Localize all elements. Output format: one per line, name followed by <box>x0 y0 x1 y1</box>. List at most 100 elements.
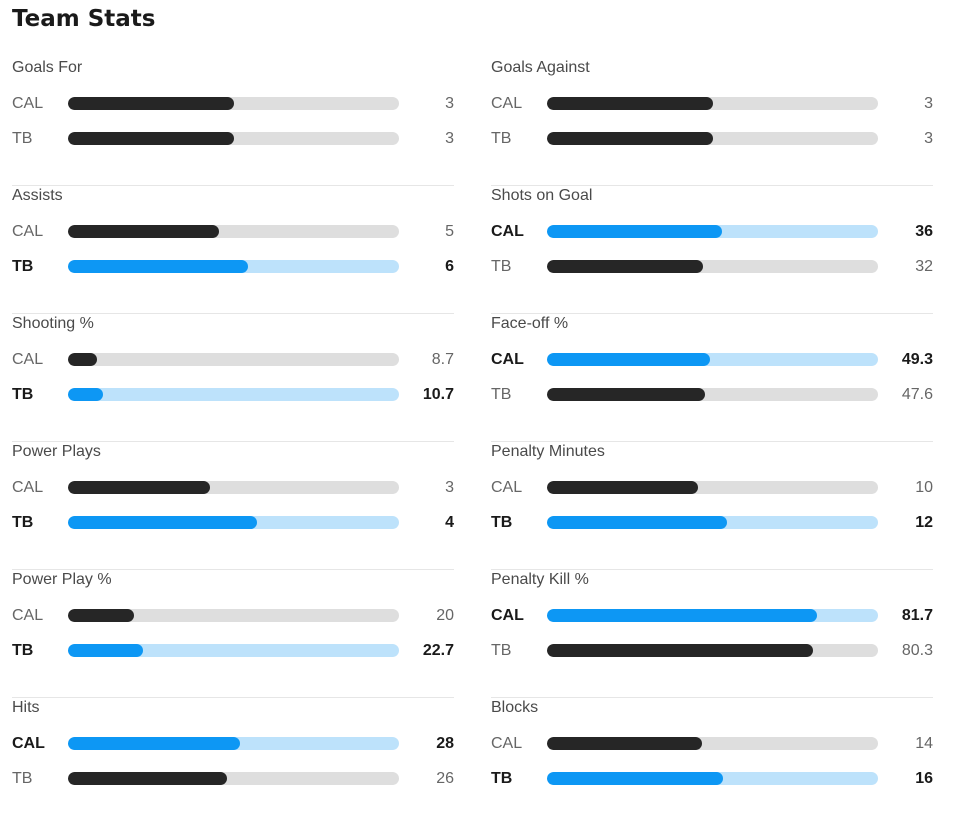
stat-bar-fill <box>547 737 702 750</box>
stat-bar-fill <box>547 772 724 785</box>
team-abbr: TB <box>491 770 513 787</box>
stat-blocks: Blocks CAL 14 TB 16 <box>491 698 933 826</box>
stat-row-cal: CAL 3 <box>491 94 933 114</box>
stat-goals-for: Goals For CAL 3 TB 3 <box>12 58 454 186</box>
stat-bar-track <box>547 516 878 529</box>
team-abbr: CAL <box>491 95 523 112</box>
team-abbr: CAL <box>12 607 44 624</box>
stat-penalty-kill-pct: Penalty Kill % CAL 81.7 TB 80.3 <box>491 570 933 698</box>
stat-bar-fill <box>68 132 234 145</box>
team-abbr: CAL <box>491 223 524 240</box>
stat-row-cal: CAL 49.3 <box>491 350 933 370</box>
stat-value: 8.7 <box>431 351 454 368</box>
stat-bar-fill <box>68 388 104 401</box>
stat-bar-fill <box>68 644 144 657</box>
stat-bar-track <box>68 737 399 750</box>
stat-bar-track <box>547 353 878 366</box>
stat-bar-track <box>547 772 878 785</box>
stat-value: 28 <box>436 735 454 752</box>
stat-row-cal: CAL 3 <box>12 478 454 498</box>
stat-bar-track <box>68 260 399 273</box>
team-abbr: TB <box>491 514 513 531</box>
stat-bar-fill <box>68 225 219 238</box>
stat-label: Shooting % <box>12 315 94 332</box>
stat-goals-against: Goals Against CAL 3 TB 3 <box>491 58 933 186</box>
stat-bar-track <box>547 609 878 622</box>
stat-label: Shots on Goal <box>491 187 593 204</box>
stat-value: 20 <box>436 607 454 624</box>
stat-value: 4 <box>445 514 454 531</box>
stat-bar-track <box>547 388 878 401</box>
stat-row-cal: CAL 28 <box>12 734 454 754</box>
stat-row-cal: CAL 14 <box>491 734 933 754</box>
team-abbr: CAL <box>491 607 524 624</box>
team-abbr: CAL <box>12 351 44 368</box>
stat-row-tb: TB 26 <box>12 769 454 789</box>
stat-bar-track <box>68 609 399 622</box>
team-abbr: TB <box>12 386 34 403</box>
stat-bar-fill <box>547 388 705 401</box>
stat-value: 3 <box>924 95 933 112</box>
stat-row-cal: CAL 10 <box>491 478 933 498</box>
stat-value: 26 <box>436 770 454 787</box>
stat-bar-fill <box>547 353 711 366</box>
stat-row-cal: CAL 20 <box>12 606 454 626</box>
stat-row-tb: TB 80.3 <box>491 641 933 661</box>
stat-label: Penalty Minutes <box>491 443 605 460</box>
stat-power-play-pct: Power Play % CAL 20 TB 22.7 <box>12 570 454 698</box>
stat-value: 49.3 <box>901 351 933 368</box>
stat-bar-track <box>68 516 399 529</box>
stat-label: Penalty Kill % <box>491 571 589 588</box>
team-abbr: CAL <box>491 479 523 496</box>
stat-bar-track <box>547 225 878 238</box>
stat-row-tb: TB 47.6 <box>491 385 933 405</box>
page-title: Team Stats <box>12 6 156 32</box>
stat-row-cal: CAL 8.7 <box>12 350 454 370</box>
stat-penalty-minutes: Penalty Minutes CAL 10 TB 12 <box>491 442 933 570</box>
team-abbr: CAL <box>12 479 44 496</box>
stat-value: 81.7 <box>901 607 933 624</box>
stat-bar-fill <box>547 516 728 529</box>
stat-bar-track <box>547 132 878 145</box>
team-abbr: CAL <box>491 351 524 368</box>
team-abbr: CAL <box>12 735 45 752</box>
stat-bar-track <box>68 132 399 145</box>
stat-value: 36 <box>915 223 933 240</box>
team-abbr: TB <box>491 642 512 659</box>
stat-bar-track <box>68 772 399 785</box>
team-abbr: TB <box>491 258 512 275</box>
stat-row-cal: CAL 5 <box>12 222 454 242</box>
team-abbr: TB <box>12 770 33 787</box>
stat-value: 32 <box>915 258 933 275</box>
stat-bar-fill <box>68 609 135 622</box>
stat-row-tb: TB 16 <box>491 769 933 789</box>
team-abbr: CAL <box>12 223 44 240</box>
stat-bar-track <box>547 260 878 273</box>
stat-value: 14 <box>915 735 933 752</box>
stat-value: 47.6 <box>901 386 933 403</box>
team-abbr: TB <box>12 258 34 275</box>
stat-row-tb: TB 4 <box>12 513 454 533</box>
stat-bar-fill <box>547 481 698 494</box>
stat-value: 10 <box>915 479 933 496</box>
stat-power-plays: Power Plays CAL 3 TB 4 <box>12 442 454 570</box>
stat-label: Blocks <box>491 699 539 716</box>
stat-bar-fill <box>68 737 240 750</box>
stat-row-tb: TB 3 <box>12 129 454 149</box>
stat-label: Face-off % <box>491 315 569 332</box>
team-abbr: TB <box>491 130 512 147</box>
stat-shots-on-goal: Shots on Goal CAL 36 TB 32 <box>491 186 933 314</box>
stat-assists: Assists CAL 5 TB 6 <box>12 186 454 314</box>
stat-bar-track <box>68 97 399 110</box>
stat-bar-track <box>68 353 399 366</box>
stat-row-tb: TB 6 <box>12 257 454 277</box>
stat-value: 16 <box>915 770 933 787</box>
stat-bar-fill <box>547 644 813 657</box>
team-abbr: TB <box>12 642 34 659</box>
stat-bar-fill <box>68 772 228 785</box>
stat-row-tb: TB 10.7 <box>12 385 454 405</box>
stat-bar-track <box>68 644 399 657</box>
stat-row-cal: CAL 36 <box>491 222 933 242</box>
stat-row-tb: TB 12 <box>491 513 933 533</box>
stat-row-tb: TB 32 <box>491 257 933 277</box>
